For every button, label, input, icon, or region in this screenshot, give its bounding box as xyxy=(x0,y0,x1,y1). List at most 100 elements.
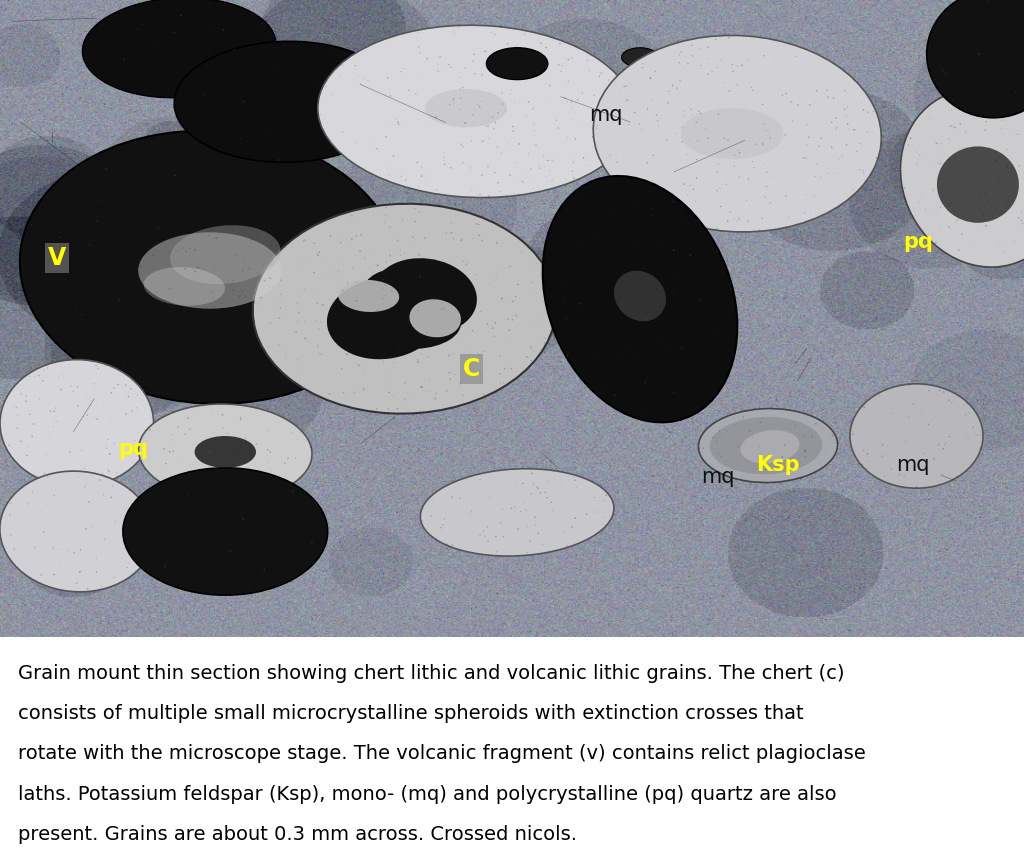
Point xyxy=(677,219,693,233)
Point xyxy=(414,195,430,209)
Point xyxy=(559,540,575,553)
Point xyxy=(834,427,850,441)
Point xyxy=(70,63,86,77)
Point xyxy=(414,169,430,183)
Point xyxy=(569,277,586,291)
Point xyxy=(483,25,500,39)
Point xyxy=(165,4,181,18)
Point xyxy=(777,513,794,527)
Point xyxy=(314,304,331,318)
Point xyxy=(416,415,432,429)
Point xyxy=(824,274,841,288)
Point xyxy=(0,235,9,249)
Point xyxy=(353,179,370,193)
Point xyxy=(575,366,592,380)
Point xyxy=(467,618,483,632)
Point xyxy=(323,462,339,475)
Point xyxy=(994,13,1011,27)
Point xyxy=(830,546,847,559)
Point xyxy=(370,258,386,272)
Point xyxy=(608,384,625,397)
Point xyxy=(837,102,853,116)
Point xyxy=(695,442,712,456)
Text: present. Grains are about 0.3 mm across. Crossed nicols.: present. Grains are about 0.3 mm across.… xyxy=(18,824,578,843)
Point xyxy=(607,0,624,10)
Point xyxy=(49,58,66,72)
Point xyxy=(558,443,574,457)
Point xyxy=(39,449,55,462)
Point xyxy=(315,298,332,312)
Point xyxy=(530,182,547,196)
Point xyxy=(253,291,269,305)
Point xyxy=(589,165,605,179)
Point xyxy=(698,124,715,138)
Point xyxy=(397,173,414,187)
Point xyxy=(379,629,395,643)
Point xyxy=(242,110,258,124)
Point xyxy=(883,462,899,475)
Point xyxy=(361,143,378,157)
Point xyxy=(536,320,552,333)
Point xyxy=(56,3,73,17)
Point xyxy=(642,72,658,86)
Point xyxy=(313,538,330,552)
Point xyxy=(781,576,798,590)
Point xyxy=(257,512,273,526)
Point xyxy=(555,298,571,312)
Point xyxy=(909,475,926,489)
Point xyxy=(1000,572,1017,586)
Point xyxy=(42,565,58,579)
Point xyxy=(318,564,335,578)
Point xyxy=(271,311,288,325)
Point xyxy=(262,463,279,477)
Point xyxy=(12,572,29,586)
Point xyxy=(127,105,143,119)
Point xyxy=(369,142,385,156)
Point xyxy=(666,344,682,358)
Point xyxy=(524,275,541,289)
Point xyxy=(233,197,250,210)
Point xyxy=(766,515,782,529)
Point xyxy=(888,351,904,365)
Point xyxy=(4,242,20,256)
Point xyxy=(214,408,230,422)
Point xyxy=(623,0,639,8)
Point xyxy=(852,313,868,327)
Point xyxy=(266,209,283,223)
Point xyxy=(588,236,604,250)
Point xyxy=(471,217,487,231)
Point xyxy=(867,227,884,241)
Point xyxy=(352,77,369,91)
Point xyxy=(921,384,937,397)
Point xyxy=(758,116,774,130)
Point xyxy=(738,489,755,503)
Point xyxy=(959,514,976,527)
Point xyxy=(824,460,841,474)
Point xyxy=(407,571,423,585)
Point xyxy=(204,145,220,158)
Point xyxy=(291,127,307,141)
Point xyxy=(0,352,9,366)
Point xyxy=(728,235,744,249)
Point xyxy=(12,72,29,86)
Point xyxy=(955,209,972,223)
Point xyxy=(955,399,972,413)
Point xyxy=(177,484,194,498)
Point xyxy=(709,222,725,236)
Point xyxy=(154,229,170,243)
Point xyxy=(550,303,566,317)
Point xyxy=(667,483,683,497)
Point xyxy=(172,543,188,557)
Point xyxy=(264,175,281,189)
Point xyxy=(73,543,89,557)
Point xyxy=(436,627,453,641)
Point xyxy=(826,166,843,180)
Point xyxy=(731,611,748,624)
Point xyxy=(800,118,816,132)
Point xyxy=(0,36,13,49)
Point xyxy=(505,294,521,308)
Point xyxy=(196,161,212,175)
Point xyxy=(52,98,69,112)
Point xyxy=(487,216,504,230)
Point xyxy=(563,95,580,109)
